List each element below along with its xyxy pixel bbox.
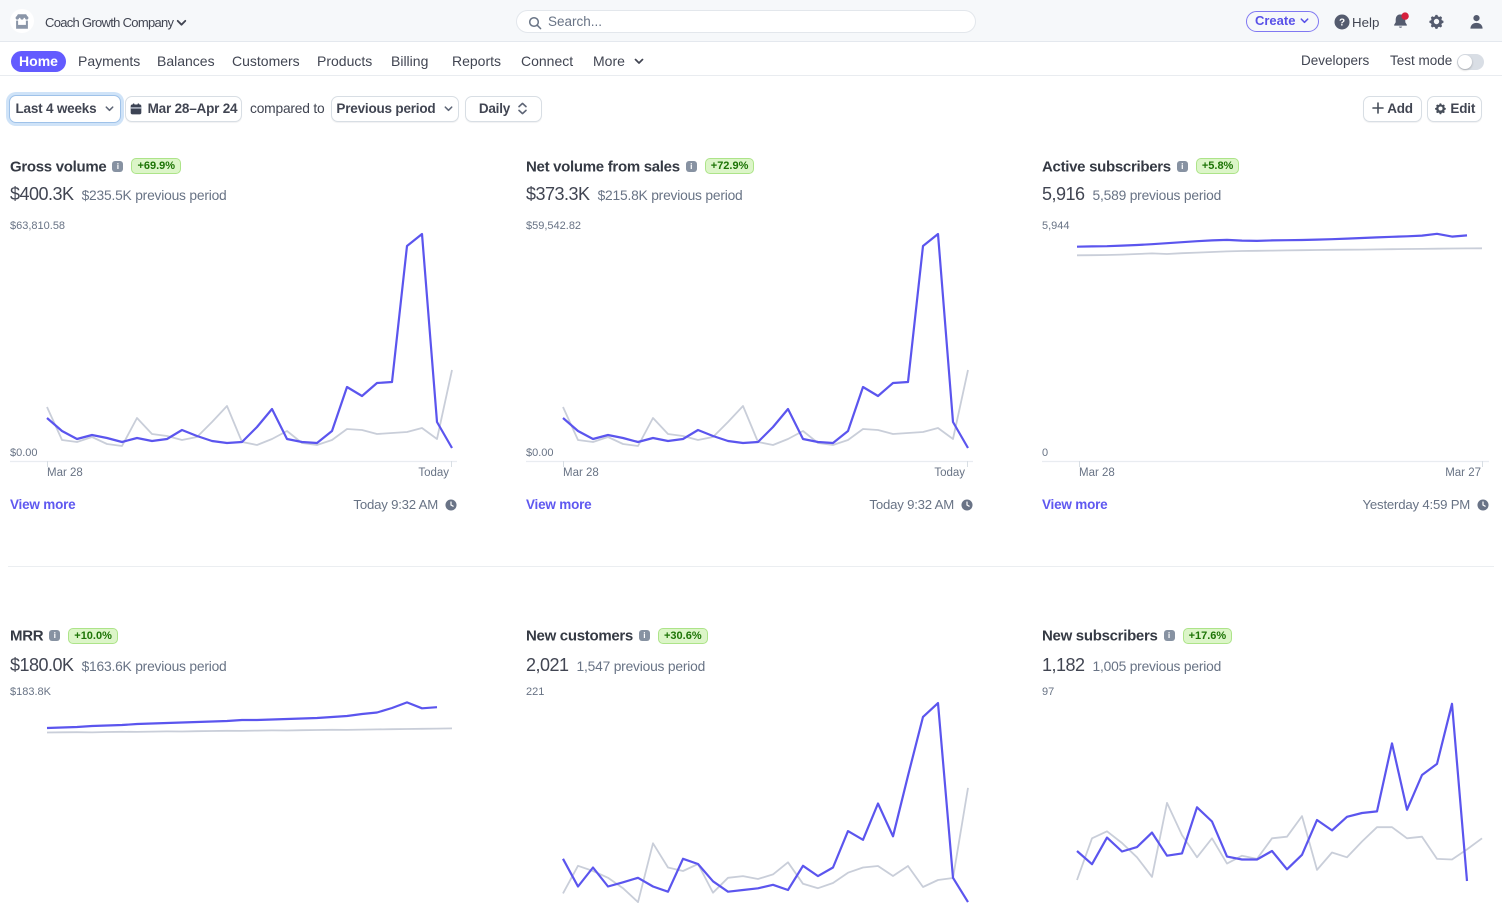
svg-text:?: ? xyxy=(1339,18,1345,29)
